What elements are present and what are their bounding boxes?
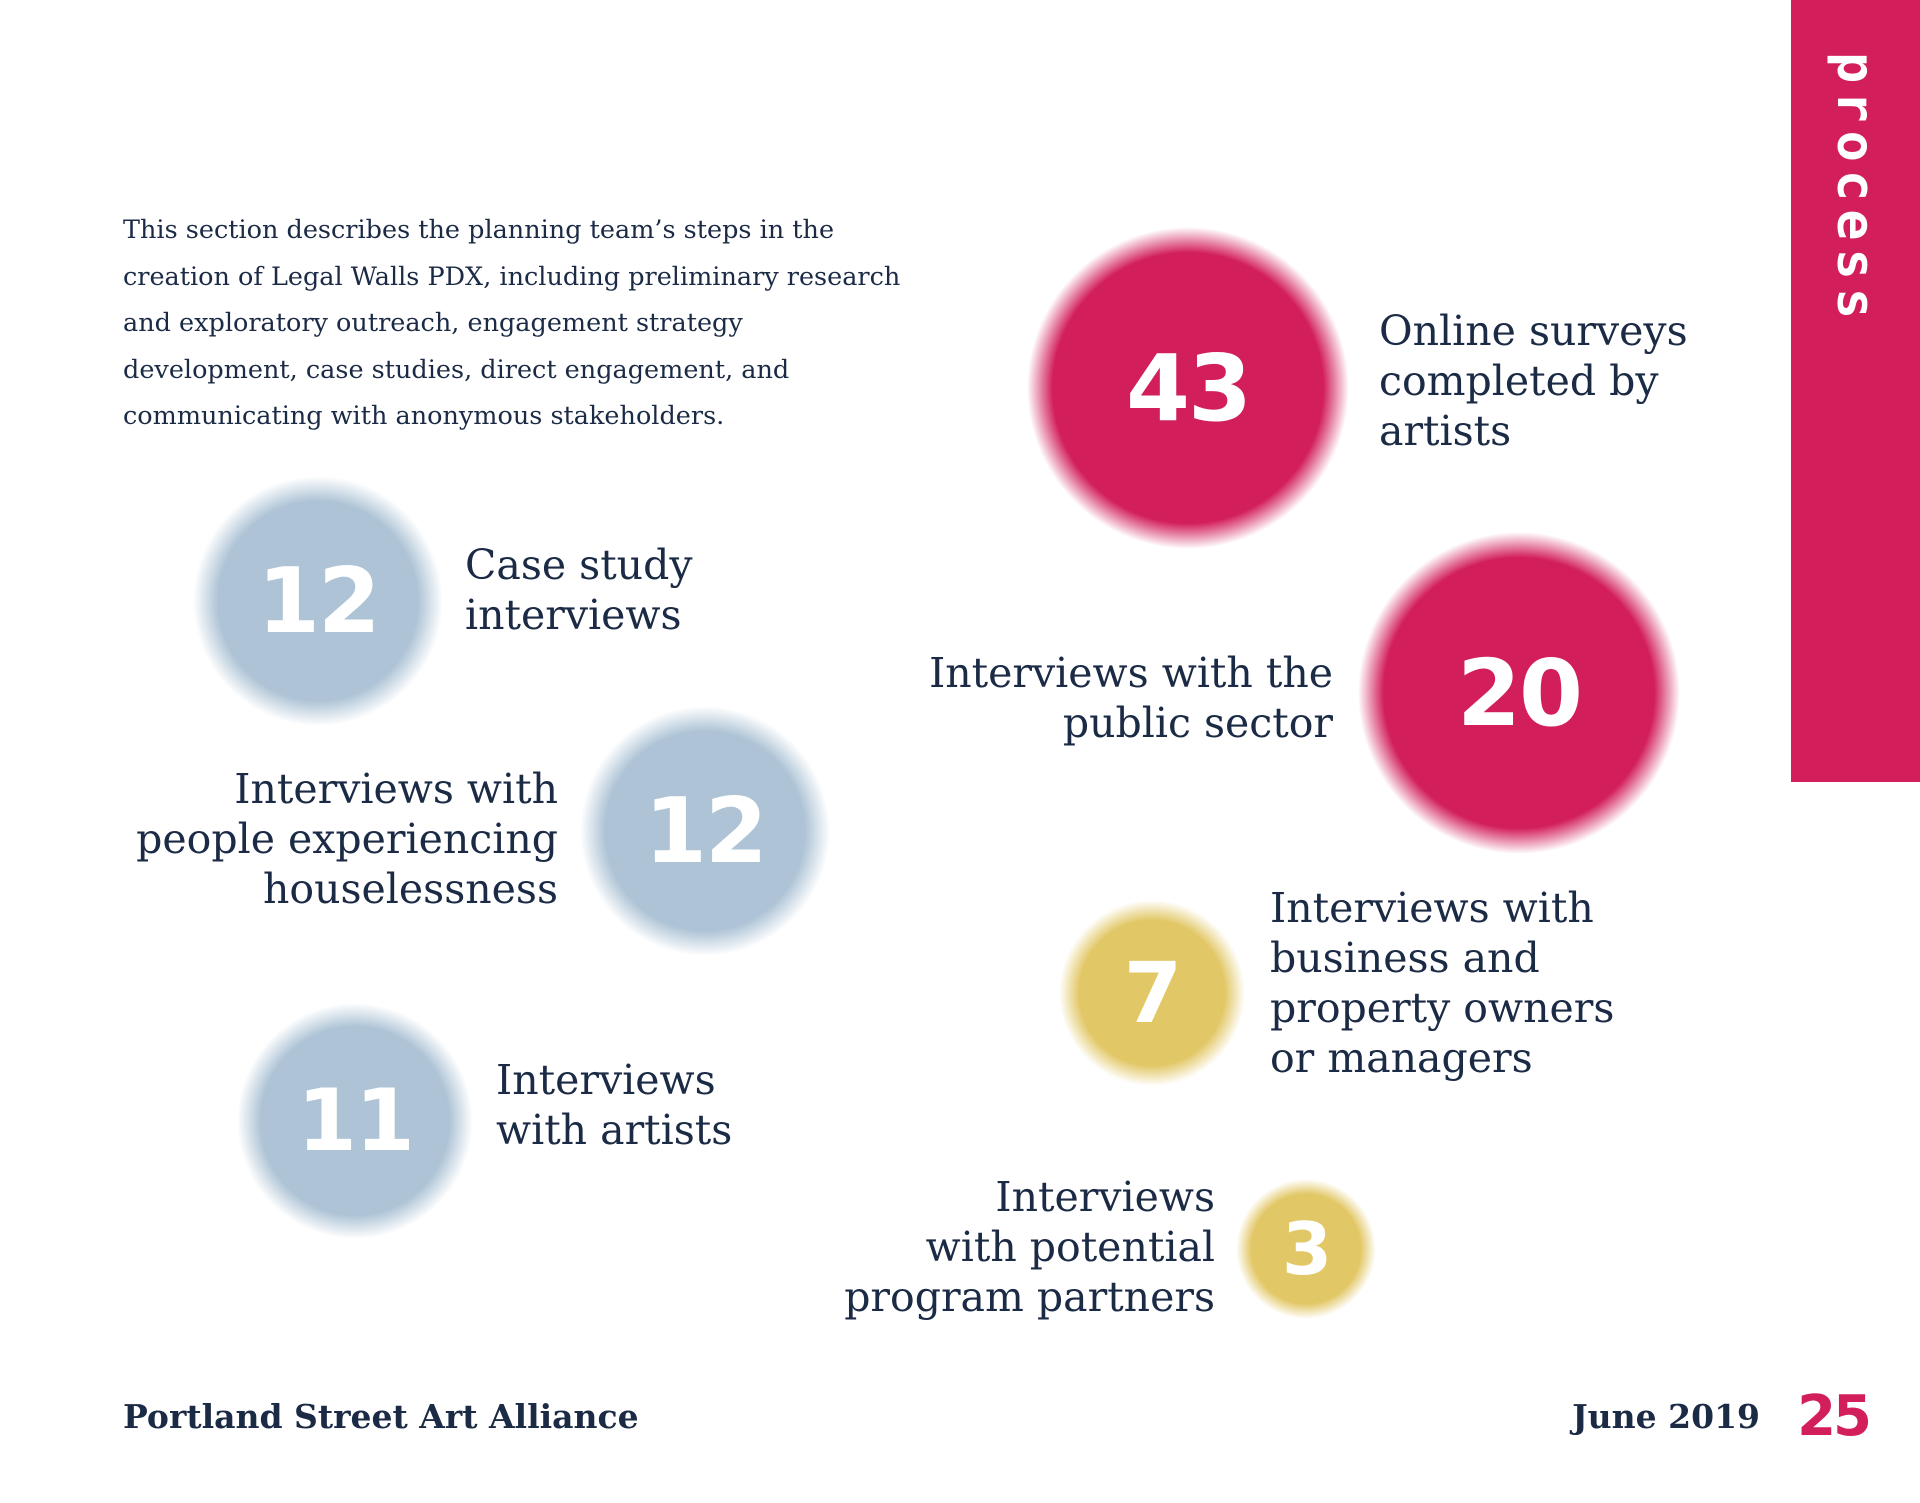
page-number: 25 bbox=[1797, 1384, 1872, 1449]
footer-date: June 2019 bbox=[1572, 1397, 1760, 1436]
stat-bubble-artists: 11 bbox=[237, 1003, 473, 1239]
stat-value: 12 bbox=[644, 778, 767, 884]
stat-value: 7 bbox=[1123, 944, 1182, 1042]
stat-label-business-owners: Interviews with business and property ow… bbox=[1270, 884, 1615, 1082]
stat-value: 12 bbox=[257, 548, 380, 654]
stat-bubble-program-partners: 3 bbox=[1236, 1179, 1376, 1319]
stat-bubble-public-sector: 20 bbox=[1358, 532, 1680, 854]
stat-value: 20 bbox=[1456, 639, 1583, 747]
stat-label-artists: Interviews with artists bbox=[496, 1056, 733, 1154]
stat-label-houselessness: Interviews with people experiencing hous… bbox=[136, 765, 558, 913]
section-tab-label: process bbox=[1825, 52, 1885, 328]
stat-bubble-business-owners: 7 bbox=[1059, 900, 1245, 1086]
stat-bubble-online-surveys: 43 bbox=[1027, 227, 1349, 549]
stat-bubble-case-study: 12 bbox=[193, 476, 443, 726]
stat-label-online-surveys: Online surveys completed by artists bbox=[1379, 307, 1688, 455]
stat-value: 43 bbox=[1125, 334, 1252, 442]
stat-label-public-sector: Interviews with the public sector bbox=[929, 649, 1333, 747]
stat-value: 3 bbox=[1281, 1207, 1332, 1291]
stat-bubble-houselessness: 12 bbox=[580, 706, 830, 956]
section-tab: process bbox=[1791, 0, 1920, 782]
stat-label-case-study: Case study interviews bbox=[465, 541, 693, 639]
stat-value: 11 bbox=[297, 1071, 415, 1171]
stat-label-program-partners: Interviews with potential program partne… bbox=[844, 1173, 1215, 1321]
footer-organization: Portland Street Art Alliance bbox=[123, 1397, 639, 1436]
intro-paragraph: This section describes the planning team… bbox=[123, 215, 901, 431]
